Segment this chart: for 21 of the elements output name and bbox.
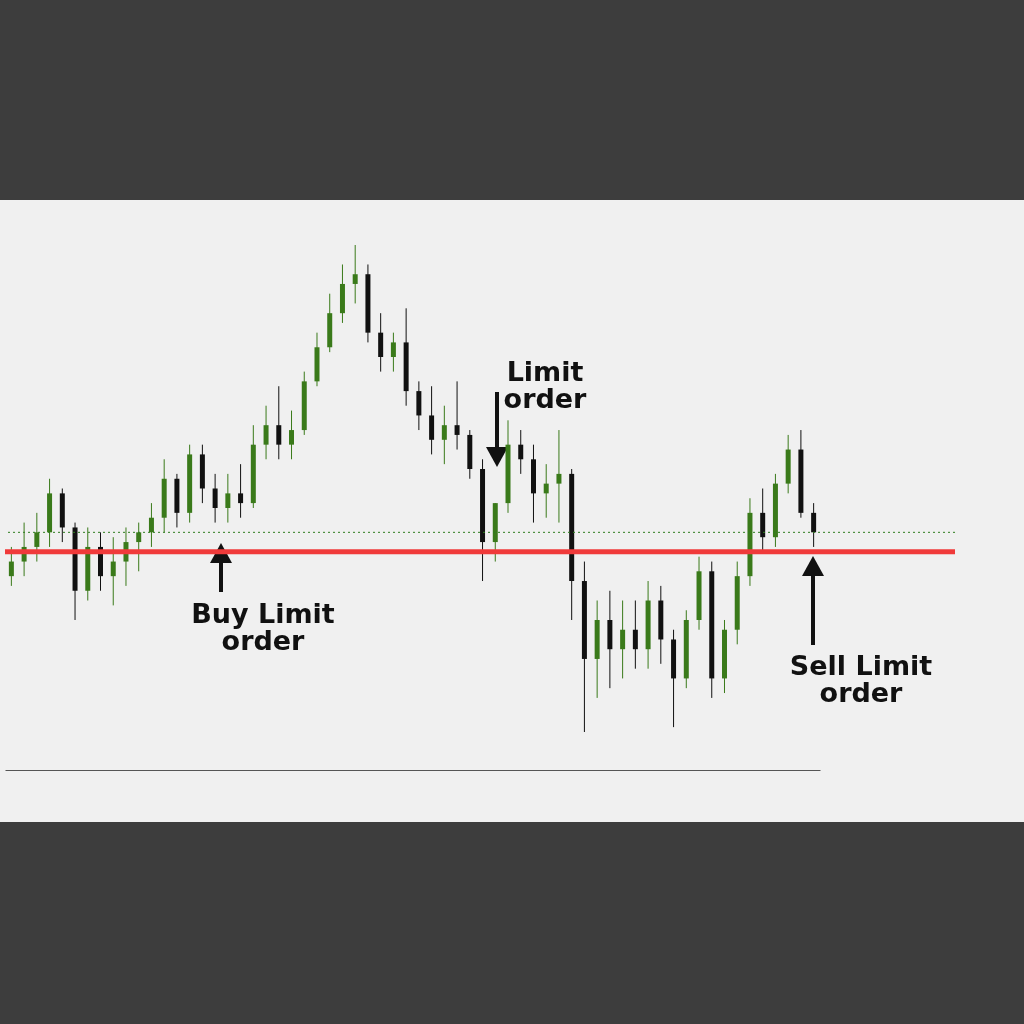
candlestick — [263, 405, 269, 460]
candlestick — [518, 429, 524, 475]
annotation: Sell Limit order — [789, 650, 933, 708]
candlestick — [289, 410, 295, 460]
candlestick — [238, 463, 244, 519]
candlestick — [632, 600, 638, 670]
annotation: Limit order — [503, 356, 588, 414]
candlestick — [390, 332, 396, 373]
candlestick — [8, 546, 14, 587]
candlestick — [212, 473, 218, 524]
candlestick — [811, 502, 817, 548]
candlestick — [225, 473, 231, 524]
candlestick — [441, 405, 447, 465]
candlestick — [454, 380, 460, 451]
candlestick — [110, 536, 116, 606]
candlestick — [352, 244, 358, 304]
candlestick — [620, 600, 626, 679]
candlestick — [556, 429, 562, 524]
candlestick — [543, 463, 549, 519]
annotation: Buy Limit order — [191, 598, 335, 656]
candlestick — [276, 385, 282, 460]
